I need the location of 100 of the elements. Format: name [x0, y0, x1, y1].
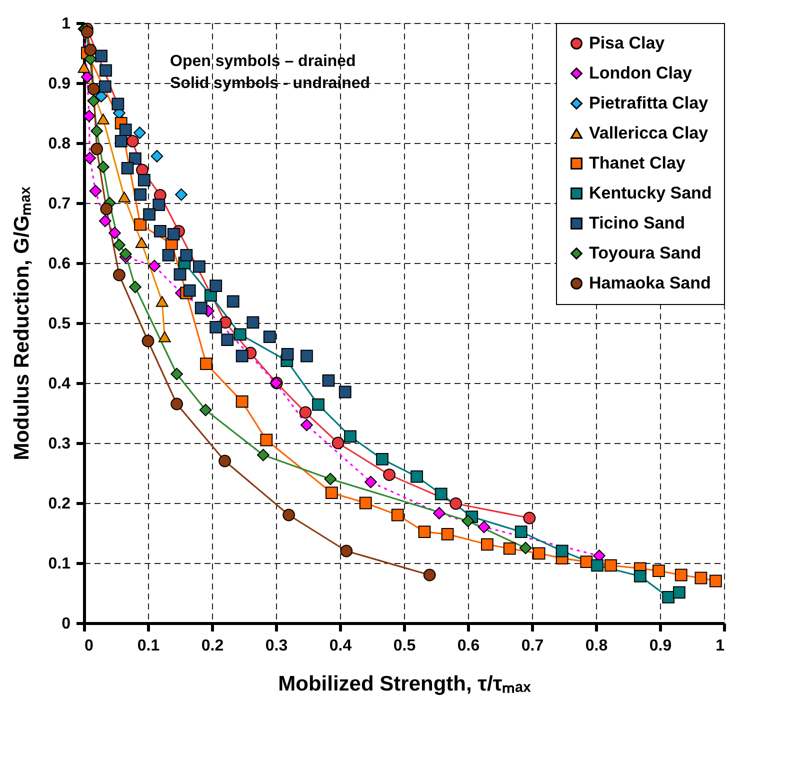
point: [441, 528, 454, 540]
point: [200, 358, 212, 370]
legend-label: Kentucky Sand: [589, 184, 712, 202]
point: [167, 228, 180, 240]
point: [170, 368, 183, 380]
point: [236, 350, 248, 362]
point: [108, 226, 121, 240]
point: [503, 542, 516, 555]
point: [90, 124, 103, 138]
point: [418, 526, 431, 538]
point: [634, 570, 646, 582]
point: [604, 559, 617, 572]
point: [674, 568, 688, 582]
point: [481, 538, 494, 551]
y-axis-title: Modulus Reduction, G/Gₘₐₓ: [10, 186, 34, 460]
legend-label: Vallericca Clay: [589, 124, 709, 142]
x-tick-label: 0.3: [265, 638, 288, 654]
point: [193, 260, 206, 273]
point: [514, 526, 528, 538]
point: [246, 316, 260, 329]
point: [450, 497, 462, 510]
y-tick-label: 0: [62, 616, 71, 632]
point: [221, 334, 234, 346]
point: [673, 586, 686, 599]
point: [129, 280, 142, 294]
point: [112, 98, 124, 110]
point: [148, 260, 161, 272]
point: [97, 160, 110, 174]
point: [90, 142, 103, 156]
point: [100, 64, 112, 77]
point: [359, 496, 372, 510]
point: [344, 430, 356, 443]
x-tick-label: 0.1: [137, 638, 160, 654]
y-tick-label: 0.1: [48, 556, 71, 572]
point: [174, 268, 186, 281]
x-tick-label: 0.4: [329, 638, 352, 654]
point: [82, 110, 96, 122]
point: [180, 249, 193, 262]
point: [119, 248, 132, 260]
point: [300, 418, 313, 432]
y-tick-label: 0.5: [48, 316, 71, 332]
point: [156, 296, 168, 307]
point: [324, 472, 337, 486]
legend-label: Pisa Clay: [589, 34, 666, 52]
y-tick-label: 0.6: [48, 256, 71, 272]
point: [87, 82, 100, 96]
y-tick-label: 1: [62, 16, 71, 32]
x-tick-label: 0: [84, 638, 94, 654]
point: [150, 150, 164, 162]
point: [98, 214, 112, 228]
point: [338, 386, 352, 398]
point: [152, 198, 166, 211]
y-tick-label: 0.7: [48, 196, 71, 212]
point: [312, 398, 324, 411]
point: [478, 520, 490, 534]
point: [282, 508, 295, 522]
point: [410, 470, 423, 483]
point: [376, 453, 388, 466]
annotation: Open symbols – drained: [170, 53, 356, 70]
point: [113, 238, 126, 252]
point: [260, 434, 273, 446]
point: [98, 80, 112, 93]
point: [210, 321, 222, 334]
point: [129, 152, 142, 165]
point: [87, 94, 100, 108]
y-tick-label: 0.9: [48, 76, 71, 92]
x-tick-label: 0.8: [585, 638, 608, 654]
point: [100, 202, 113, 216]
point: [95, 50, 108, 62]
point: [78, 62, 90, 73]
x-tick-label: 0.9: [649, 638, 672, 654]
point: [194, 302, 208, 314]
point: [462, 514, 474, 528]
point: [263, 330, 276, 343]
point: [210, 280, 222, 292]
point: [364, 476, 377, 488]
point: [97, 114, 110, 124]
point: [183, 284, 196, 297]
y-tick-label: 0.8: [48, 136, 71, 152]
point: [119, 124, 132, 136]
point: [226, 295, 240, 308]
point: [532, 547, 546, 560]
x-tick-label: 0.7: [521, 638, 544, 654]
point: [391, 508, 404, 522]
point: [694, 572, 708, 584]
point: [257, 448, 270, 462]
point: [423, 568, 436, 582]
point: [135, 237, 148, 248]
point: [121, 162, 134, 174]
x-tick-label: 1: [716, 638, 725, 654]
point: [134, 218, 147, 231]
point: [84, 44, 97, 56]
point: [383, 468, 396, 481]
legend-label: Hamaoka Sand: [589, 274, 711, 292]
point: [519, 542, 532, 554]
point: [325, 486, 338, 499]
legend-label: Toyoura Sand: [589, 244, 702, 262]
point: [142, 334, 154, 348]
point: [133, 126, 146, 139]
point: [234, 328, 246, 341]
